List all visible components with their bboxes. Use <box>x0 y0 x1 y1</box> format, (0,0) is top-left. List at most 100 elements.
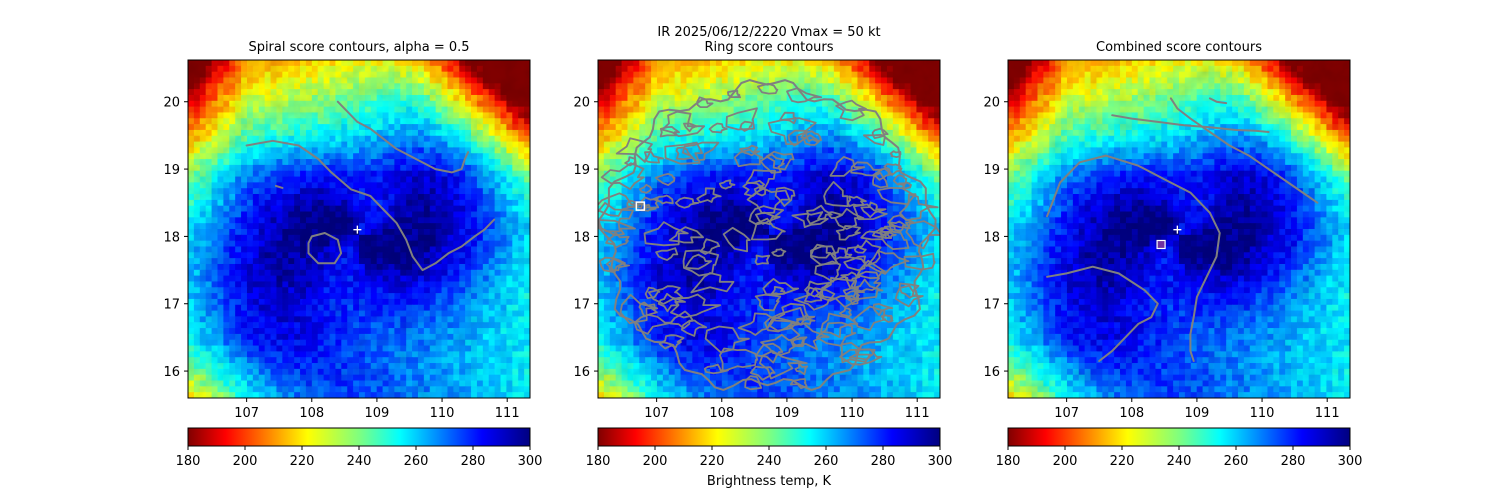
contour-blob <box>872 303 894 316</box>
contour-blob <box>852 305 887 332</box>
x-tick-label: 107 <box>234 406 259 421</box>
contour-blob <box>658 334 685 350</box>
contour-blob <box>682 249 720 277</box>
contour-blob <box>750 217 786 241</box>
contour-blob <box>850 161 883 177</box>
contour-blob <box>839 307 852 318</box>
contour-blob <box>654 173 676 186</box>
contour-blob <box>839 348 883 366</box>
colorbar-tick-label: 220 <box>1110 454 1135 469</box>
contour-blob <box>745 169 776 190</box>
y-tick-label: 19 <box>983 163 1000 178</box>
contour-blob <box>703 363 729 375</box>
colorbar-tick-label: 180 <box>996 454 1021 469</box>
contour-blob <box>889 150 902 158</box>
contours <box>598 79 940 391</box>
contour-blob <box>638 183 653 194</box>
suptitle: IR 2025/06/12/2220 Vmax = 50 kt <box>657 25 880 40</box>
x-tick-label: 111 <box>495 406 520 421</box>
x-tick-label: 109 <box>775 406 800 421</box>
contour-blob <box>787 129 808 147</box>
contour-blob <box>860 201 887 218</box>
contour-blob <box>876 187 917 205</box>
contour-blob <box>684 253 713 270</box>
contour-blob <box>760 334 805 356</box>
contour-blob <box>844 239 882 267</box>
x-tick-label: 111 <box>905 406 930 421</box>
x-tick-label: 111 <box>1315 406 1340 421</box>
x-tick-label: 108 <box>709 406 734 421</box>
contour-blob <box>771 248 787 257</box>
y-tick-label: 20 <box>983 96 1000 111</box>
ir-image <box>188 60 530 398</box>
contour-blob <box>810 245 839 266</box>
y-tick-label: 19 <box>163 163 180 178</box>
contour-blob <box>794 362 809 376</box>
axes-frame <box>187 59 531 399</box>
colorbar-tick-label: 200 <box>643 454 668 469</box>
contour-line <box>274 184 284 189</box>
y-tick-label: 16 <box>163 365 180 380</box>
contour-blob <box>774 186 796 207</box>
contour-blob <box>633 313 673 335</box>
contour-line <box>1046 265 1159 362</box>
contour-blob <box>699 238 721 255</box>
contour-blob <box>696 187 722 204</box>
contour-blob <box>757 82 779 95</box>
ir-image <box>598 60 940 398</box>
colorbar-tick-label: 280 <box>461 454 486 469</box>
contour-blob <box>806 204 833 225</box>
x-tick-label: 109 <box>1185 406 1210 421</box>
contour-blob <box>903 252 936 271</box>
contour-blob <box>853 203 888 221</box>
contour-blob <box>640 196 660 209</box>
contour-blob <box>884 231 897 239</box>
contour-blob <box>669 310 694 330</box>
contour-blob <box>835 99 867 122</box>
panel-title: Ring score contours <box>704 40 833 55</box>
contour-blob <box>670 293 722 319</box>
colorbar <box>187 427 531 447</box>
contour-blob <box>755 342 784 364</box>
contour-blob <box>725 107 758 131</box>
contour-blob <box>668 226 704 244</box>
contour-blob <box>727 89 742 99</box>
contour-blob <box>810 243 832 259</box>
contour-line <box>1169 97 1319 204</box>
contour-blob <box>786 87 823 104</box>
contour-blob <box>704 325 750 354</box>
contour-blob <box>831 247 853 261</box>
contour-blob <box>659 126 680 138</box>
colorbar-tick-label: 220 <box>700 454 725 469</box>
colorbar-tick-label: 180 <box>586 454 611 469</box>
contour-blob <box>815 276 859 302</box>
contour-line <box>1208 97 1228 105</box>
contour-blob <box>791 211 829 228</box>
contour-blob <box>733 148 764 168</box>
contour-blob <box>788 322 830 351</box>
contour-blob <box>722 226 751 253</box>
contour-blob <box>652 194 674 205</box>
ir-image <box>1008 60 1350 398</box>
contour-blob <box>749 365 776 381</box>
contour-blob <box>639 203 657 212</box>
colorbar-tick-label: 300 <box>928 454 953 469</box>
contour-blob <box>894 284 924 308</box>
colorbar-tick-label: 200 <box>1053 454 1078 469</box>
x-tick-label: 110 <box>840 406 865 421</box>
panel-title: Combined score contours <box>1096 40 1262 55</box>
colorbar-tick-label: 240 <box>757 454 782 469</box>
contour-blob <box>664 141 704 165</box>
contour-blob <box>643 221 689 247</box>
contour-blob <box>744 375 763 391</box>
contour-blob <box>768 307 806 332</box>
colorbar <box>1007 427 1351 447</box>
contour-blob <box>718 179 736 190</box>
contour-blob <box>829 156 866 177</box>
x-tick-label: 110 <box>430 406 455 421</box>
contour-blob <box>647 285 684 305</box>
contour-blob <box>846 195 867 208</box>
contour-blob <box>600 162 645 190</box>
center-plus-marker <box>353 225 362 234</box>
contour-blob <box>755 211 777 225</box>
